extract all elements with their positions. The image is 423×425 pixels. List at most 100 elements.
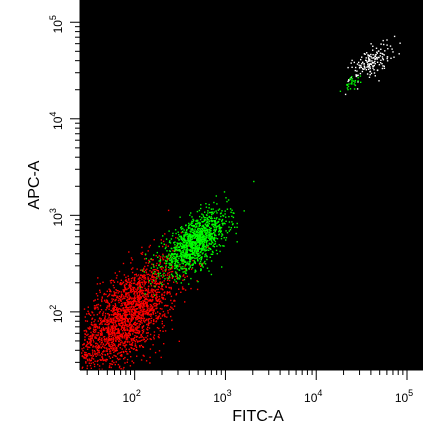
data-point-series-1 xyxy=(170,247,172,250)
data-point-series-1 xyxy=(220,235,223,237)
data-point-series-1 xyxy=(180,250,182,253)
data-point-series-0 xyxy=(116,332,118,335)
data-point-series-1 xyxy=(180,238,182,241)
data-point-series-0 xyxy=(153,319,155,321)
data-point-series-0 xyxy=(135,310,137,313)
data-point-series-0 xyxy=(98,351,100,354)
data-point-series-1 xyxy=(169,242,172,244)
data-point-series-2 xyxy=(362,68,364,70)
data-point-series-1 xyxy=(168,253,170,255)
data-point-series-0 xyxy=(155,255,157,257)
data-point-series-0 xyxy=(153,338,155,340)
data-point-series-0 xyxy=(131,347,133,349)
data-point-series-1 xyxy=(190,277,192,280)
data-point-series-0 xyxy=(138,306,141,308)
data-point-series-2 xyxy=(369,55,371,57)
data-point-series-0 xyxy=(104,317,106,319)
data-point-series-2 xyxy=(366,61,368,63)
data-point-series-1 xyxy=(166,256,168,259)
data-point-series-1 xyxy=(186,246,188,248)
data-point-series-0 xyxy=(156,317,158,319)
data-point-series-1 xyxy=(192,232,195,235)
data-point-series-0 xyxy=(125,336,127,338)
data-point-series-0 xyxy=(112,308,114,310)
data-point-series-0 xyxy=(145,319,147,322)
data-point-series-0 xyxy=(108,288,110,290)
data-point-series-1 xyxy=(194,226,196,228)
data-point-series-0 xyxy=(142,302,144,304)
data-point-series-0 xyxy=(115,339,117,341)
data-point-series-1 xyxy=(215,249,218,252)
data-point-series-0 xyxy=(104,339,107,341)
data-point-series-0 xyxy=(101,355,103,358)
data-point-series-1 xyxy=(175,258,177,260)
data-point-series-1 xyxy=(186,234,188,236)
data-point-series-2 xyxy=(379,52,382,54)
data-point-series-0 xyxy=(119,313,121,316)
data-point-series-0 xyxy=(108,348,111,351)
data-point-series-0 xyxy=(139,280,141,282)
data-point-series-0 xyxy=(140,301,142,303)
data-point-series-1 xyxy=(167,255,169,257)
data-point-series-0 xyxy=(155,321,157,323)
data-point-series-1 xyxy=(180,227,182,229)
data-point-series-1 xyxy=(213,211,215,213)
data-point-series-0 xyxy=(110,319,113,321)
data-point-series-0 xyxy=(139,313,141,316)
data-point-series-1 xyxy=(191,225,194,227)
data-point-series-1 xyxy=(175,254,177,256)
data-point-series-1 xyxy=(206,225,208,228)
data-point-series-0 xyxy=(98,368,101,370)
data-point-series-1 xyxy=(191,247,193,249)
data-point-series-0 xyxy=(122,350,125,353)
data-point-series-0 xyxy=(121,283,123,285)
data-point-series-0 xyxy=(141,307,143,309)
data-point-series-0 xyxy=(190,287,192,290)
data-point-series-0 xyxy=(108,306,110,308)
data-point-series-0 xyxy=(129,330,131,332)
data-point-series-1 xyxy=(203,227,206,230)
data-point-series-1 xyxy=(222,215,225,217)
data-point-series-0 xyxy=(130,330,132,332)
data-point-series-1 xyxy=(186,236,188,238)
data-point-series-0 xyxy=(122,314,124,317)
data-point-series-0 xyxy=(96,352,99,354)
data-point-series-0 xyxy=(127,275,129,277)
data-point-series-0 xyxy=(91,333,93,335)
data-point-series-1 xyxy=(174,279,176,281)
data-point-series-0 xyxy=(114,334,116,336)
data-point-series-0 xyxy=(145,297,147,299)
data-point-series-1 xyxy=(211,220,213,223)
data-point-series-1 xyxy=(179,275,181,277)
data-point-series-0 xyxy=(113,339,115,341)
data-point-series-0 xyxy=(102,357,104,360)
data-point-series-0 xyxy=(207,246,209,248)
data-point-series-0 xyxy=(108,303,111,305)
data-point-series-0 xyxy=(113,337,115,340)
data-point-series-0 xyxy=(159,263,161,265)
data-point-series-0 xyxy=(136,355,138,357)
data-point-series-1 xyxy=(204,211,206,213)
data-point-series-0 xyxy=(112,319,115,321)
data-point-series-0 xyxy=(141,310,144,312)
data-point-series-0 xyxy=(159,257,161,260)
data-point-series-1 xyxy=(190,224,193,227)
data-point-series-0 xyxy=(87,353,90,355)
data-point-series-1 xyxy=(226,208,229,210)
data-point-series-0 xyxy=(145,340,147,342)
data-point-series-0 xyxy=(144,303,146,305)
data-point-series-1 xyxy=(197,250,199,253)
data-point-series-0 xyxy=(114,350,116,352)
data-point-series-1 xyxy=(204,241,206,243)
data-point-series-0 xyxy=(95,329,97,331)
data-point-series-0 xyxy=(137,341,139,343)
data-point-series-1 xyxy=(174,258,176,260)
data-point-series-0 xyxy=(147,294,149,296)
data-point-series-1 xyxy=(201,228,204,231)
data-point-series-1 xyxy=(178,269,181,271)
data-point-series-1 xyxy=(208,233,211,236)
data-point-series-2 xyxy=(369,60,371,62)
data-point-series-0 xyxy=(97,344,100,347)
data-point-series-0 xyxy=(155,305,157,307)
data-point-series-0 xyxy=(107,353,109,356)
